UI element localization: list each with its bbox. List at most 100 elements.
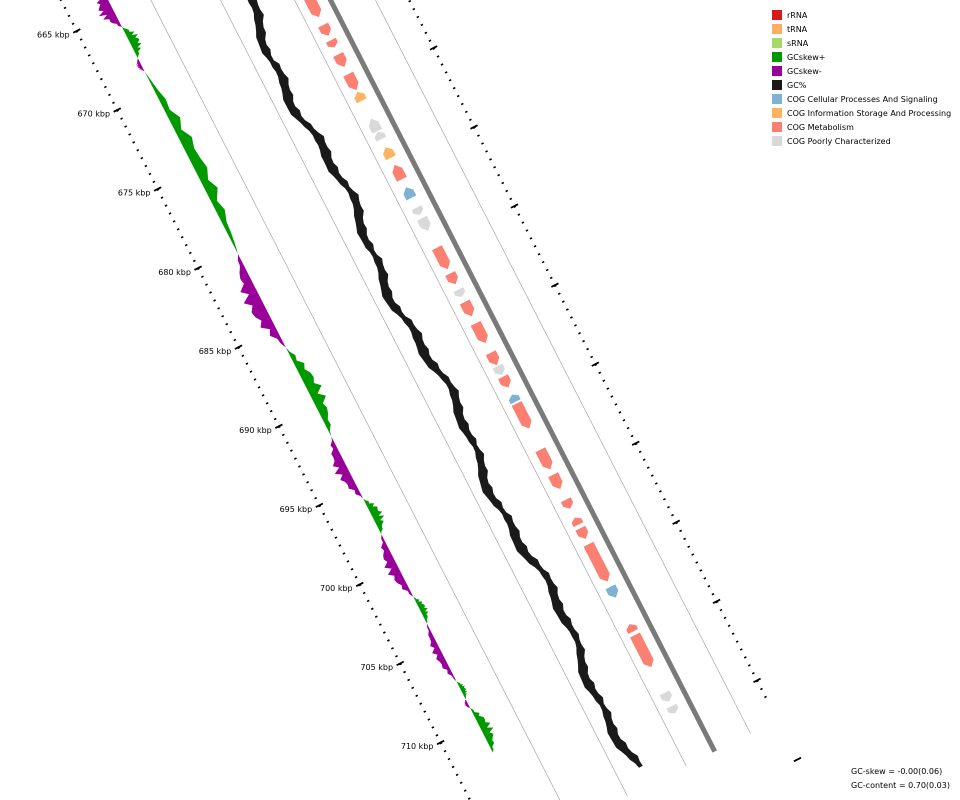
outer-minor-tick [561,300,565,303]
outer-minor-tick [618,411,622,414]
minor-tick [350,568,354,571]
cog-feature-arrow [492,363,505,375]
minor-tick [140,156,144,160]
guide-line [150,0,561,800]
minor-tick [419,702,423,705]
legend-swatch-gcskew-negative [772,66,782,76]
minor-tick [407,678,411,682]
minor-tick [132,141,136,144]
outer-major-tick [470,124,479,130]
outer-minor-tick [557,292,561,295]
cog-feature-arrow [548,472,563,489]
outer-minor-tick [739,648,743,651]
outer-minor-tick [764,695,767,699]
minor-tick [322,512,326,516]
minor-tick [391,647,394,650]
minor-tick [261,394,265,397]
ruler-label: 705 kbp [360,663,393,672]
minor-tick [245,362,249,365]
gc-statistics: GC-skew = -0.00(0.06) GC-content = 0.70(… [851,765,950,793]
outer-minor-tick [646,466,650,469]
major-tick [274,423,283,429]
gc-content-profile [247,0,643,768]
minor-tick [269,409,273,413]
outer-minor-tick [448,79,452,82]
major-tick [113,107,122,113]
guide-line [294,0,687,767]
gc-content-stat: GC-content = 0.70(0.03) [851,781,950,790]
outer-minor-tick [569,316,573,319]
minor-tick [176,228,180,231]
legend-label-cog-poorly: COG Poorly Characterized [787,136,891,146]
outer-minor-tick [602,379,606,382]
outer-minor-tick [440,63,444,66]
ruler-label: 670 kbp [77,110,110,119]
backbone-line [327,0,717,753]
cog-feature-arrow [304,0,322,18]
outer-minor-tick [468,118,472,122]
cog-feature-arrow [392,164,407,182]
outer-minor-tick [493,165,497,169]
legend-swatch-gc-percent [772,80,782,90]
outer-minor-tick [456,94,460,98]
ruler-label: 680 kbp [158,268,191,277]
outer-minor-tick [719,608,723,612]
outer-minor-tick [452,86,456,90]
minor-tick [395,654,398,658]
legend-label-srna: sRNA [787,38,809,48]
outer-minor-tick [517,213,521,216]
minor-tick [370,607,374,611]
outer-minor-tick [679,529,683,533]
outer-minor-tick [711,592,715,596]
outer-minor-tick [598,371,602,375]
ruler-label: 685 kbp [199,347,232,356]
outer-minor-tick [525,229,529,232]
outer-minor-tick [545,268,549,272]
minor-tick [188,251,192,255]
minor-tick [382,631,386,634]
minor-tick [366,599,370,603]
minor-tick [334,536,338,539]
minor-tick [205,283,208,286]
minor-tick [103,85,107,89]
gc-skew-negative-block [464,699,471,709]
cog-feature-arrow [630,632,654,668]
outer-minor-tick [626,426,630,430]
minor-tick [447,757,451,761]
gc-skew-negative-block [237,254,286,348]
cog-feature-arrow [508,394,521,405]
minor-tick [180,235,184,239]
outer-minor-tick [444,71,448,74]
outer-minor-tick [505,189,509,193]
minor-tick [326,520,330,524]
guide-line [220,0,628,797]
minor-tick [152,180,156,184]
outer-minor-tick [586,347,590,351]
outer-minor-tick [610,395,614,398]
ruler-label: 710 kbp [401,742,434,751]
legend-item-gcskew-negative: GCskew- [772,64,951,78]
inner-ruler-ticks [59,0,471,800]
outer-minor-tick [630,434,634,438]
outer-minor-tick [614,403,618,406]
major-tick [72,28,81,34]
outer-minor-tick [582,339,585,343]
cog-feature-arrow [666,703,679,714]
minor-tick [233,338,237,342]
major-tick [234,344,243,350]
minor-tick [306,481,309,484]
cog-feature-track [304,0,679,714]
minor-tick [330,528,334,532]
minor-tick [338,544,342,547]
minor-tick [253,378,257,381]
minor-tick [67,14,71,18]
outer-minor-tick [509,197,513,201]
outer-minor-tick [703,577,707,580]
legend-swatch-cog-metabolism [772,122,782,132]
legend-label-gc-percent: GC% [787,80,807,90]
outer-minor-tick [662,498,666,501]
gc-skew-positive-block [363,498,385,535]
outer-minor-tick [541,260,545,264]
gc-skew-positive-block [285,347,332,437]
outer-minor-tick [537,252,541,256]
